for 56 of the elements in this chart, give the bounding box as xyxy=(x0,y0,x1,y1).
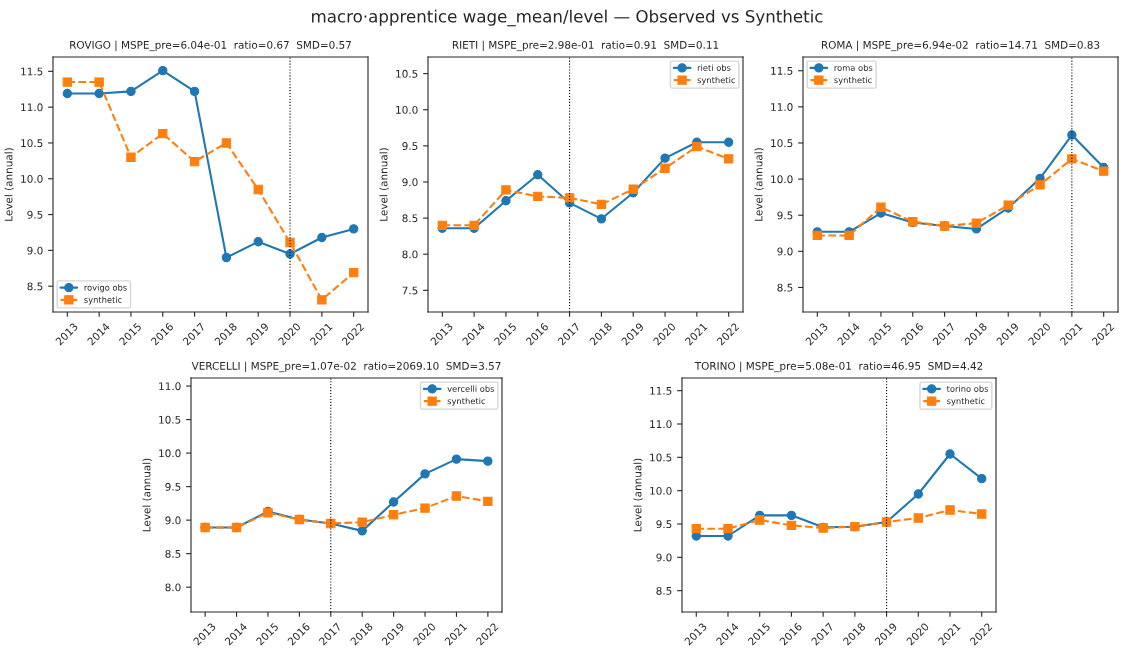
y-tick-label: 9.5 xyxy=(777,211,793,220)
y-tick-label: 10.5 xyxy=(21,139,43,148)
chart-title: ROVIGO | MSPE_pre=6.04e-01 ratio=0.67 SMD=0.57 xyxy=(70,40,351,52)
y-tick-label: 11.0 xyxy=(650,420,672,429)
y-tick-label: 11.0 xyxy=(21,103,43,112)
y-tick-label: 8.5 xyxy=(27,282,43,291)
chart-title: VERCELLI | MSPE_pre=1.07e-02 ratio=2069.10 SMD=3.57 xyxy=(191,361,501,373)
y-axis-title: Level (annual) xyxy=(4,148,14,221)
chart-title: RIETI | MSPE_pre=2.98e-01 ratio=0.91 SMD=0.11 xyxy=(452,40,719,52)
legend-label: synthetic xyxy=(834,76,872,85)
y-tick-label: 9.0 xyxy=(656,553,672,562)
y-axis-title: Level (annual) xyxy=(754,148,764,221)
legend-label: roma obs xyxy=(834,64,873,71)
y-tick-label: 8.0 xyxy=(402,250,418,259)
y-axis-title: Level (annual) xyxy=(142,458,152,532)
y-tick-label: 8.5 xyxy=(656,586,672,595)
y-axis-title: Level (annual) xyxy=(379,148,389,221)
y-tick-label: 11.5 xyxy=(21,67,43,76)
y-tick-label: 11.0 xyxy=(771,103,793,111)
legend-label: rieti obs xyxy=(697,64,731,71)
y-axis-title: Level (annual) xyxy=(633,458,643,532)
y-tick-label: 8.0 xyxy=(165,583,181,592)
y-tick-label: 9.5 xyxy=(656,520,672,529)
y-tick-label: 9.5 xyxy=(27,210,43,219)
legend-label: rovigo obs xyxy=(84,284,127,293)
y-tick-label: 11.5 xyxy=(650,387,672,395)
y-tick-label: 9.0 xyxy=(165,516,181,525)
y-tick-label: 10.0 xyxy=(650,486,672,495)
legend-label: synthetic xyxy=(697,76,735,85)
y-tick-label: 10.0 xyxy=(159,449,181,458)
y-tick-label: 10.0 xyxy=(396,105,418,114)
y-tick-label: 11.0 xyxy=(159,382,181,391)
y-tick-label: 9.5 xyxy=(402,142,418,150)
y-tick-label: 10.5 xyxy=(650,453,672,462)
y-tick-label: 9.5 xyxy=(165,482,181,491)
y-tick-label: 8.5 xyxy=(777,283,793,292)
chart-title: TORINO | MSPE_pre=5.08e-01 ratio=46.95 SMD=4.42 xyxy=(694,361,983,373)
y-tick-label: 10.5 xyxy=(159,415,181,424)
legend-label: vercelli obs xyxy=(447,385,495,392)
y-tick-label: 8.5 xyxy=(165,549,181,558)
legend-label: synthetic xyxy=(447,397,486,406)
y-tick-label: 9.0 xyxy=(777,247,793,256)
legend-label: synthetic xyxy=(84,296,122,305)
y-tick-label: 10.5 xyxy=(771,139,793,148)
chart-title: ROMA | MSPE_pre=6.94e-02 ratio=14.71 SMD=0.83 xyxy=(821,40,1100,52)
y-tick-label: 10.0 xyxy=(21,175,43,183)
y-tick-label: 8.5 xyxy=(402,214,418,223)
y-tick-label: 11.5 xyxy=(771,67,793,75)
text: macro·apprentice wage_mean/level — Observed vs Synthetic xyxy=(312,9,823,27)
legend-label: synthetic xyxy=(947,397,985,406)
y-tick-label: 10.0 xyxy=(771,175,793,184)
y-tick-label: 9.0 xyxy=(402,178,418,187)
y-tick-label: 9.0 xyxy=(27,246,43,255)
legend-label: torino obs xyxy=(946,385,989,392)
y-tick-label: 10.5 xyxy=(396,69,418,78)
y-tick-label: 7.5 xyxy=(402,286,418,295)
